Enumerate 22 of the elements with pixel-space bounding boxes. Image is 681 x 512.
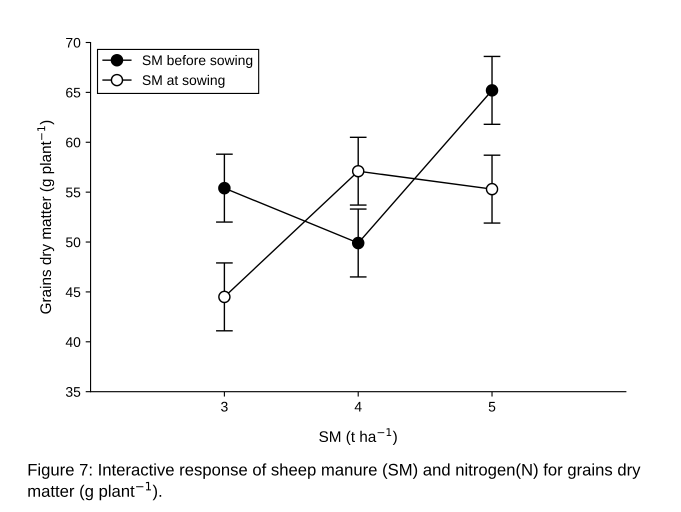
legend-label: SM before sowing (142, 54, 252, 68)
point (218, 182, 231, 194)
x-tick-label: 5 (488, 402, 496, 412)
x-axis-title: SM (t ha$^{−1}$) (319, 428, 397, 446)
x-tick-label: 4 (354, 402, 362, 412)
y-tick-label: 50 (66, 237, 80, 248)
caption: Figure 7: Interactive response of sheep manure (SM) and nitrogen(N) for grains dry matter (g plant$^{−1}$). (28, 463, 640, 500)
legend-label: SM at sowing (142, 74, 224, 88)
y-axis-title: Grains dry matter (g plant$^{−1}$) (37, 120, 54, 314)
y-tick-label: 60 (66, 138, 80, 148)
point (486, 182, 498, 196)
point (352, 236, 364, 250)
point (218, 290, 231, 304)
y-tick-label: 70 (66, 38, 80, 48)
y-tick-label: 45 (66, 287, 80, 298)
point (352, 164, 364, 178)
y-tick-label: 65 (66, 88, 80, 98)
y-tick-label: 55 (66, 188, 80, 198)
point (486, 84, 498, 97)
y-tick-label: 35 (66, 387, 80, 397)
x-tick-label: 3 (221, 402, 228, 412)
y-tick-label: 40 (66, 337, 80, 347)
